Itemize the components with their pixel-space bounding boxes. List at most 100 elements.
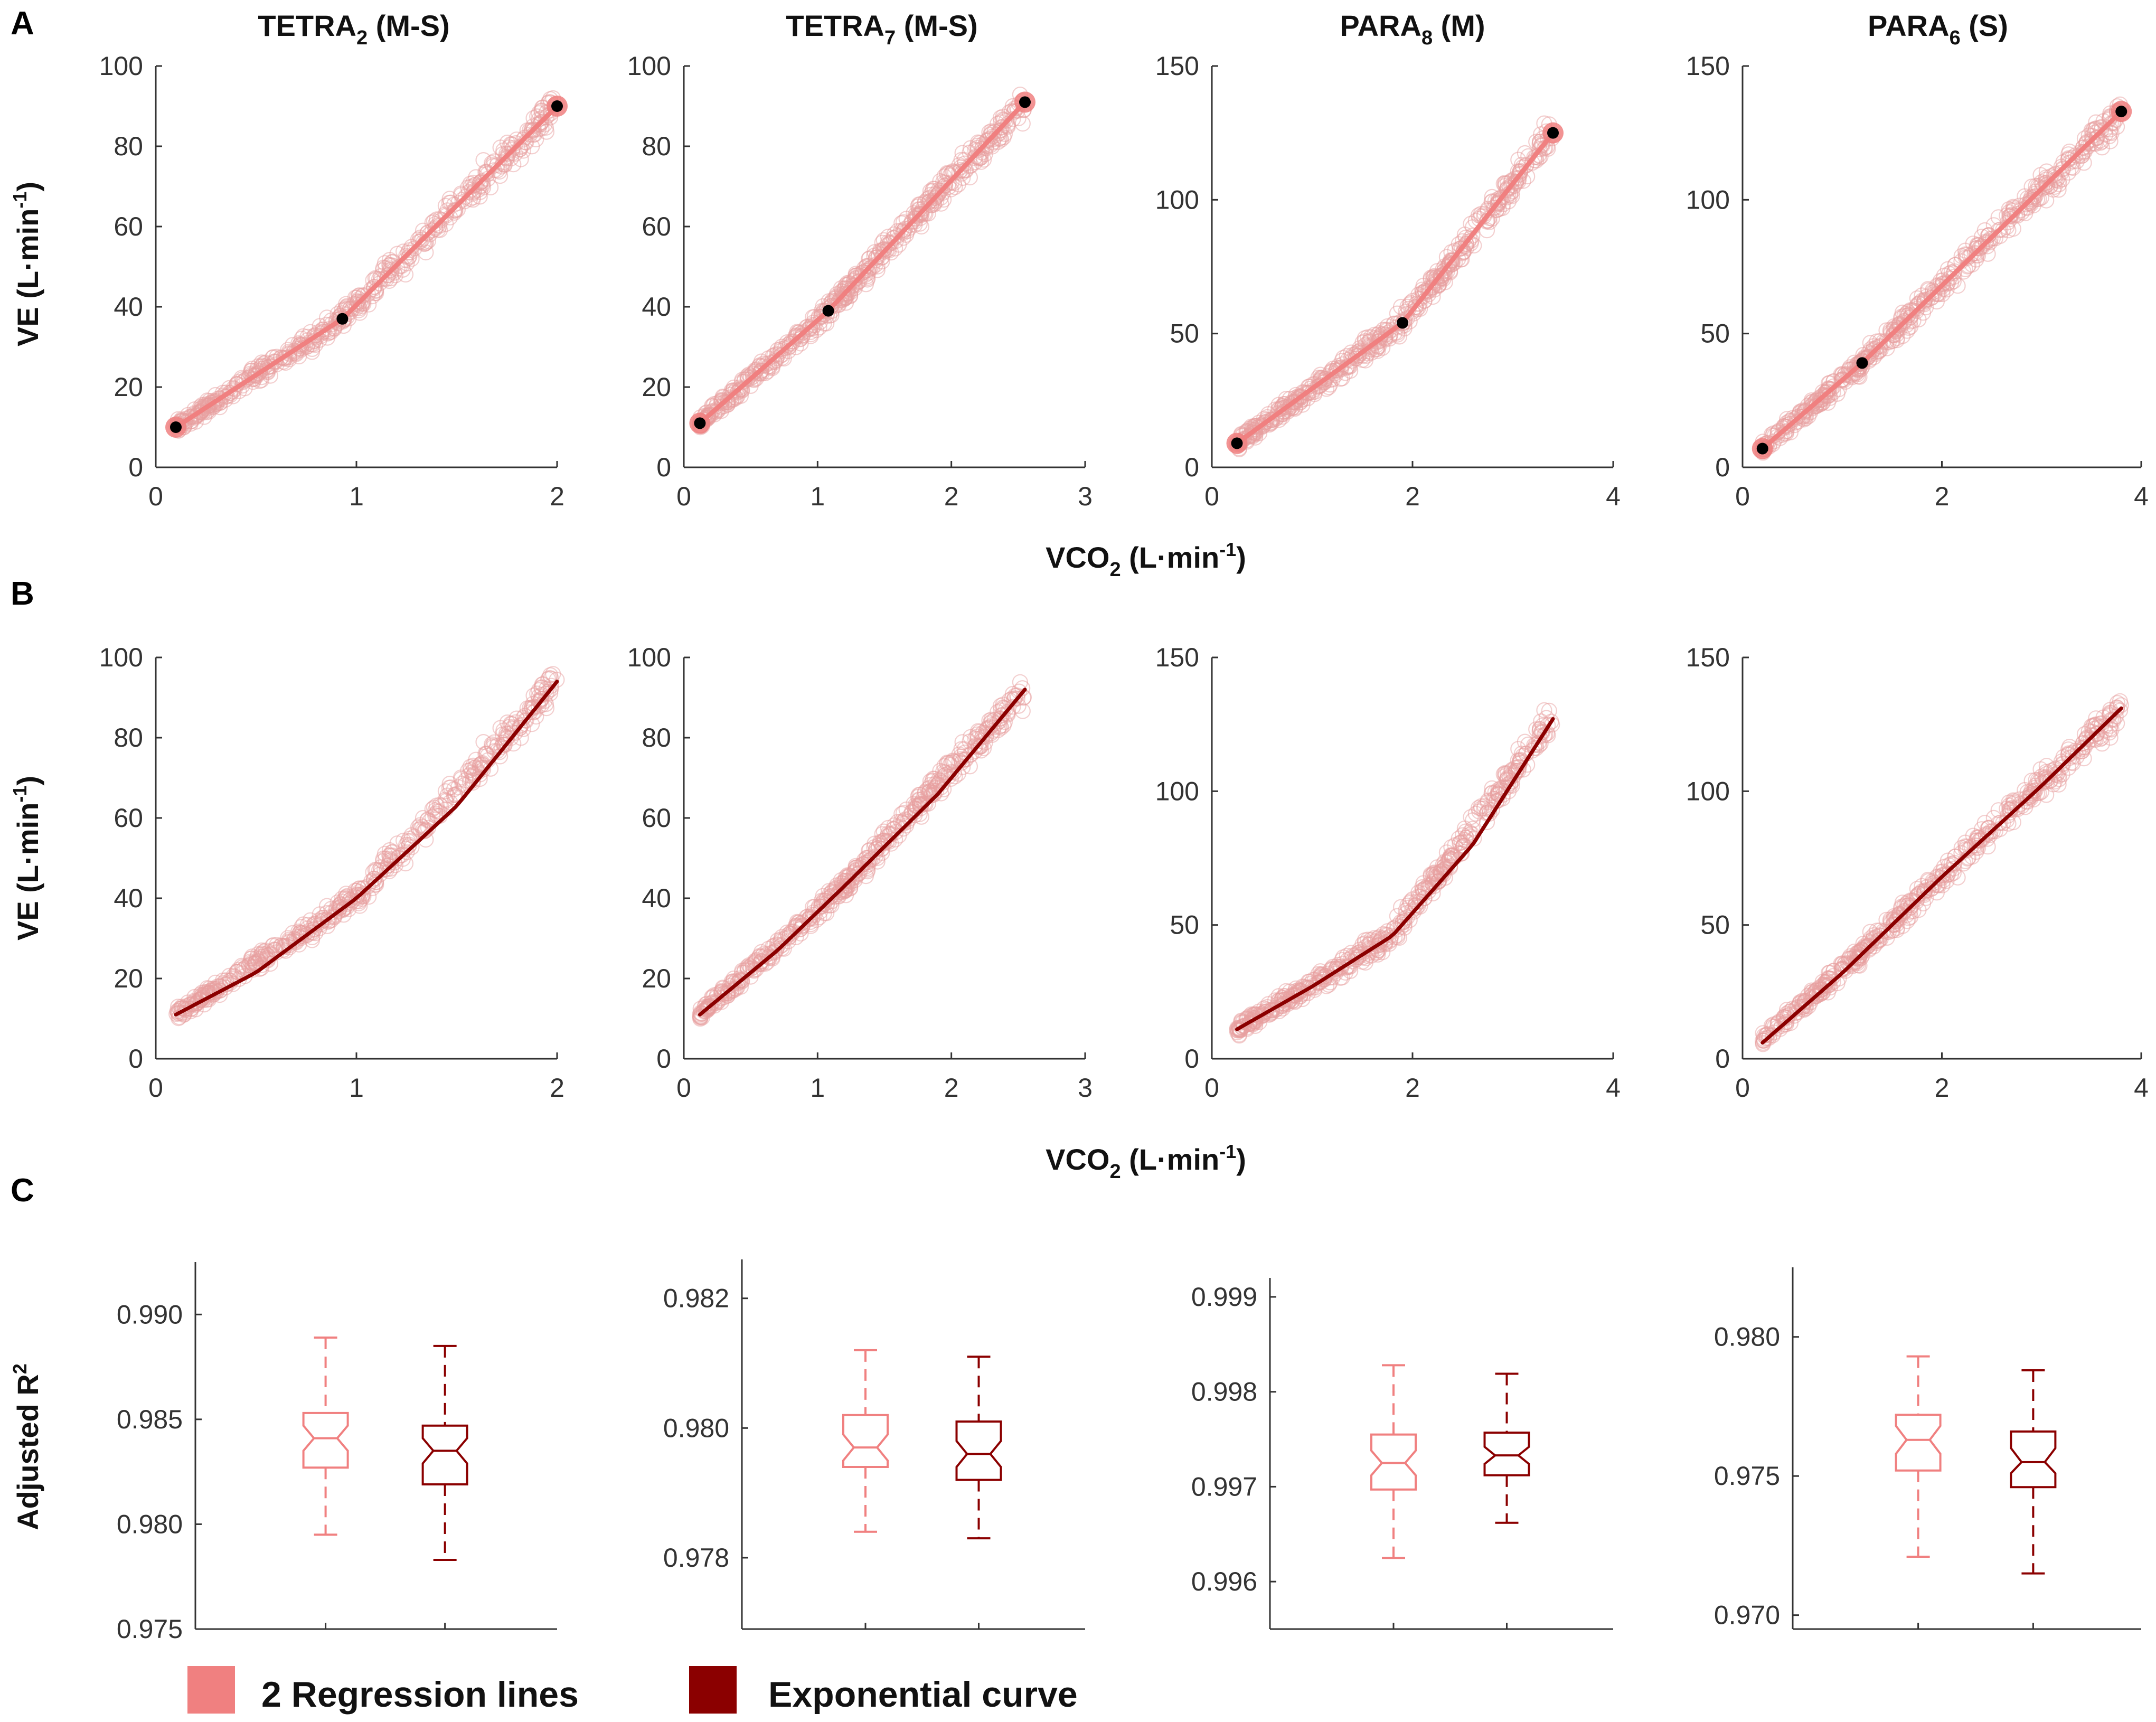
scatter-point bbox=[491, 744, 507, 760]
r2-axis-label: Adjusted R2 bbox=[9, 1363, 44, 1530]
scatter-point bbox=[225, 976, 241, 992]
scatter-point bbox=[427, 219, 444, 236]
y-tick-label: 20 bbox=[642, 372, 671, 402]
scatter-point bbox=[2088, 114, 2104, 130]
exponential-curve bbox=[1760, 706, 2123, 1045]
scatter-point bbox=[1399, 897, 1416, 914]
scatter-point bbox=[245, 370, 261, 387]
scatter-point bbox=[1473, 798, 1489, 815]
scatter-point bbox=[887, 831, 903, 848]
y-tick-label: 0.996 bbox=[1191, 1567, 1257, 1596]
scatter-point bbox=[350, 886, 366, 903]
scatter-point bbox=[2075, 144, 2092, 160]
scatter-point bbox=[366, 877, 383, 893]
scatter-point bbox=[819, 894, 835, 911]
scatter-point bbox=[1938, 274, 1955, 290]
scatter-point bbox=[1878, 334, 1895, 351]
column-title-2: TETRA7 (M-S) bbox=[786, 9, 977, 49]
y-tick-label: 0.982 bbox=[663, 1284, 729, 1313]
breakpoint-marker bbox=[694, 417, 706, 429]
scatter-point bbox=[1776, 1016, 1793, 1033]
scatter-point bbox=[1462, 824, 1478, 841]
scatter-point bbox=[1821, 381, 1837, 397]
scatter-point bbox=[760, 358, 776, 375]
scatter-point bbox=[482, 179, 499, 195]
scatter-point bbox=[1536, 727, 1552, 744]
x-tick-label: 2 bbox=[1405, 482, 1420, 511]
scatter-point bbox=[888, 233, 904, 249]
scatter-point bbox=[1360, 931, 1376, 948]
svg-text:VE (L·min-1): VE (L·min-1) bbox=[9, 776, 44, 940]
y-tick-label: 50 bbox=[1700, 910, 1730, 940]
scatter-point bbox=[1777, 424, 1794, 440]
y-tick-label: 60 bbox=[642, 212, 671, 241]
scatter-point bbox=[401, 248, 418, 265]
scatter-point bbox=[1009, 690, 1025, 707]
scatter-point bbox=[935, 764, 952, 780]
x-tick-label: 0 bbox=[148, 1073, 163, 1103]
scatter-point bbox=[1371, 934, 1388, 950]
scatter-point bbox=[399, 844, 415, 860]
y-tick-label: 0.999 bbox=[1191, 1282, 1257, 1312]
y-tick-label: 150 bbox=[1155, 51, 1199, 81]
scatter-point bbox=[1888, 916, 1905, 933]
y-tick-label: 0 bbox=[128, 453, 143, 482]
scatter-point bbox=[742, 370, 759, 387]
scatter-point bbox=[2076, 750, 2092, 767]
y-tick-label: 100 bbox=[627, 51, 671, 81]
plot-c-tetra7: 0.978 0.980 0.982 bbox=[663, 1259, 1085, 1630]
scatter-point bbox=[692, 1008, 709, 1024]
axes bbox=[741, 1259, 1085, 1630]
plot-b-para6: 0 2 4 0 50 100 150 bbox=[1686, 643, 2149, 1103]
scatter-point bbox=[1458, 829, 1474, 846]
x-tick-label: 2 bbox=[1405, 1073, 1420, 1103]
box-exponential bbox=[1483, 1372, 1530, 1524]
panel-letter-c: C bbox=[11, 1172, 34, 1209]
scatter-point bbox=[2102, 729, 2119, 746]
scatter-point bbox=[713, 393, 730, 410]
scatter-point bbox=[1797, 1000, 1814, 1017]
y-tick-label: 0 bbox=[128, 1044, 143, 1074]
legend-label-regression: 2 Regression lines bbox=[261, 1674, 579, 1715]
exponential-curve bbox=[1235, 717, 1555, 1031]
scatter-point bbox=[2023, 773, 2040, 789]
scatter-point bbox=[171, 1010, 187, 1027]
axes bbox=[194, 1262, 557, 1630]
y-tick-label: 100 bbox=[1686, 776, 1730, 806]
y-tick-label: 150 bbox=[1686, 643, 1730, 672]
y-tick-label: 0.980 bbox=[1714, 1322, 1780, 1352]
y-tick-label: 100 bbox=[1155, 185, 1199, 214]
scatter-point bbox=[363, 281, 380, 298]
scatter-point bbox=[303, 924, 319, 941]
scatter-point bbox=[1508, 173, 1524, 190]
scatter-point bbox=[1257, 414, 1274, 430]
scatter-point bbox=[973, 154, 990, 170]
scatter-point bbox=[1293, 389, 1309, 406]
scatter-point bbox=[354, 880, 371, 897]
x-tick-label: 1 bbox=[349, 482, 364, 511]
y-tick-label: 0.980 bbox=[663, 1413, 729, 1443]
plot-b-tetra7: 0 1 2 3 0 20 40 60 80 100 bbox=[627, 643, 1093, 1103]
scatter-point bbox=[1000, 116, 1016, 132]
exponential-curve bbox=[174, 680, 559, 1017]
scatter-cloud bbox=[1229, 702, 1560, 1044]
scatter-point bbox=[454, 775, 470, 792]
x-tick-label: 0 bbox=[676, 1073, 691, 1103]
plot-a-tetra7: 0 1 2 3 0 20 40 60 80 100 bbox=[627, 51, 1093, 511]
breakpoint-marker bbox=[1397, 317, 1408, 329]
scatter-point bbox=[500, 146, 516, 162]
y-tick-label: 40 bbox=[642, 292, 671, 322]
scatter-point bbox=[1777, 1014, 1794, 1031]
scatter-point bbox=[766, 944, 783, 960]
scatter-point bbox=[2075, 739, 2092, 756]
box-exponential bbox=[955, 1356, 1002, 1540]
scatter-point bbox=[530, 698, 547, 715]
scatter-point bbox=[1938, 865, 1955, 882]
scatter-point bbox=[1236, 1018, 1252, 1034]
scatter-point bbox=[925, 192, 942, 209]
x-tick-label: 0 bbox=[1735, 1073, 1750, 1103]
scatter-point bbox=[1815, 984, 1831, 1001]
breakpoint-marker bbox=[822, 305, 834, 317]
ve-axis-label-a: VE (L·min-1) bbox=[9, 182, 44, 346]
scatter-point bbox=[516, 129, 533, 146]
